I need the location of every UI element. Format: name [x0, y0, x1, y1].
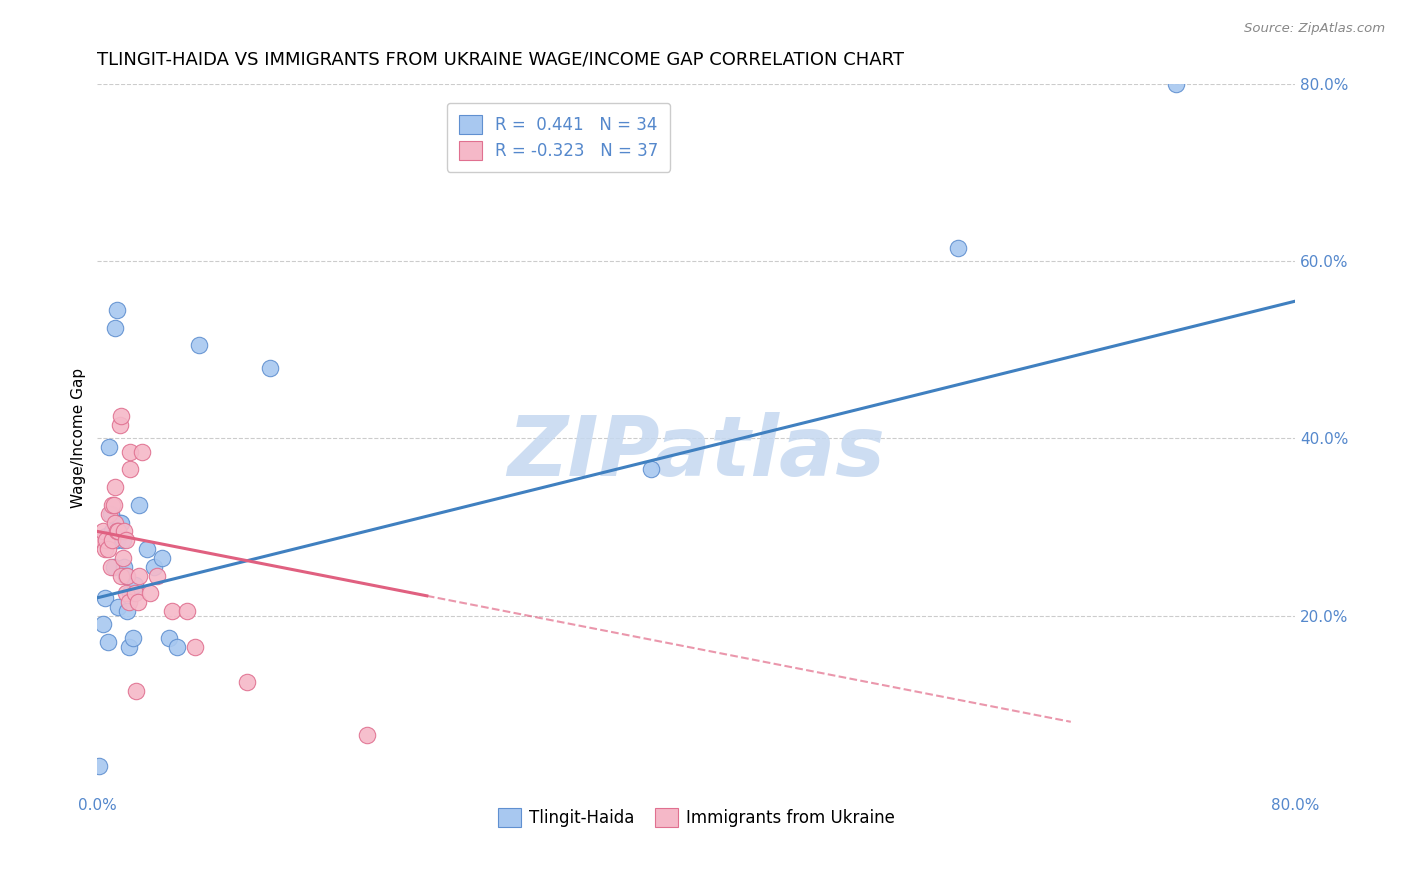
Legend: Tlingit-Haida, Immigrants from Ukraine: Tlingit-Haida, Immigrants from Ukraine — [491, 801, 901, 834]
Point — [103, 559, 125, 574]
Point — [131, 444, 153, 458]
Point — [117, 568, 139, 582]
Point — [146, 568, 169, 582]
Point — [160, 604, 183, 618]
Point — [105, 524, 128, 539]
Point — [118, 640, 141, 654]
Point — [104, 516, 127, 530]
Point — [122, 631, 145, 645]
Point — [183, 640, 205, 654]
Point — [120, 462, 142, 476]
Point — [87, 759, 110, 773]
Point — [128, 568, 150, 582]
Point — [139, 586, 162, 600]
Point — [128, 498, 150, 512]
Text: ZIPatlas: ZIPatlas — [508, 412, 886, 493]
Point — [101, 533, 124, 548]
Point — [105, 302, 128, 317]
Point — [101, 498, 124, 512]
Point — [101, 524, 124, 539]
Point — [110, 568, 132, 582]
Point — [90, 533, 112, 548]
Point — [157, 631, 180, 645]
Point — [120, 444, 142, 458]
Point — [188, 338, 211, 352]
Point — [105, 533, 128, 548]
Point — [259, 360, 281, 375]
Point — [103, 498, 125, 512]
Text: Source: ZipAtlas.com: Source: ZipAtlas.com — [1244, 22, 1385, 36]
Point — [94, 542, 117, 557]
Point — [166, 640, 188, 654]
Point — [96, 533, 118, 548]
Point — [114, 586, 136, 600]
Point — [125, 683, 148, 698]
Point — [117, 604, 139, 618]
Text: TLINGIT-HAIDA VS IMMIGRANTS FROM UKRAINE WAGE/INCOME GAP CORRELATION CHART: TLINGIT-HAIDA VS IMMIGRANTS FROM UKRAINE… — [97, 51, 904, 69]
Point — [111, 551, 134, 566]
Point — [107, 599, 129, 614]
Point — [236, 675, 259, 690]
Point — [110, 409, 132, 424]
Point — [108, 418, 131, 433]
Point — [110, 516, 132, 530]
Point — [114, 568, 136, 582]
Point — [135, 542, 157, 557]
Point — [143, 559, 166, 574]
Point — [107, 524, 129, 539]
Point — [96, 529, 118, 543]
Y-axis label: Wage/Income Gap: Wage/Income Gap — [72, 368, 86, 508]
Point — [98, 440, 121, 454]
Point — [120, 586, 142, 600]
Point — [93, 617, 115, 632]
Point — [1164, 77, 1187, 91]
Point — [100, 507, 122, 521]
Point — [97, 542, 120, 557]
Point — [124, 577, 146, 591]
Point — [356, 728, 378, 742]
Point — [104, 480, 127, 494]
Point — [112, 524, 135, 539]
Point — [127, 595, 149, 609]
Point — [98, 507, 121, 521]
Point — [118, 595, 141, 609]
Point — [948, 241, 970, 255]
Point — [94, 591, 117, 605]
Point — [104, 320, 127, 334]
Point — [97, 635, 120, 649]
Point — [176, 604, 198, 618]
Point — [114, 533, 136, 548]
Point — [150, 551, 173, 566]
Point — [124, 586, 146, 600]
Point — [640, 462, 662, 476]
Point — [93, 524, 115, 539]
Point — [100, 559, 122, 574]
Point — [112, 559, 135, 574]
Point — [111, 533, 134, 548]
Point — [108, 516, 131, 530]
